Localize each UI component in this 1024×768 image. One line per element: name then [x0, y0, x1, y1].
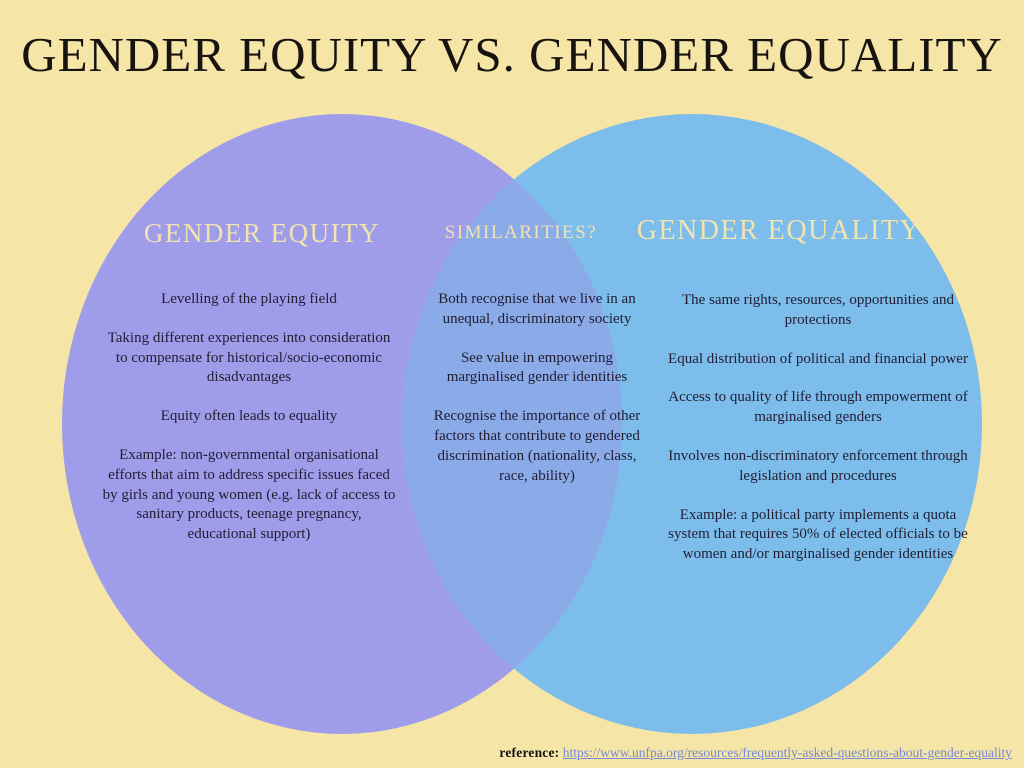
list-item: Example: non-governmental organisational…: [102, 446, 396, 543]
list-item: Access to quality of life through empowe…: [668, 389, 968, 426]
reference: reference: https://www.unfpa.org/resourc…: [499, 745, 1012, 761]
reference-link[interactable]: https://www.unfpa.org/resources/frequent…: [562, 745, 1012, 760]
list-item: Levelling of the playing field: [161, 291, 337, 307]
right-circle-text: The same rights, resources, opportunitie…: [666, 291, 970, 565]
list-item: See value in empowering marginalised gen…: [446, 349, 628, 386]
reference-label: reference:: [499, 745, 560, 760]
list-item: Involves non-discriminatory enforcement …: [668, 447, 968, 484]
list-item: The same rights, resources, opportunitie…: [681, 292, 954, 328]
left-circle-text: Levelling of the playing field Taking di…: [101, 290, 397, 545]
list-item: Taking different experiences into consid…: [107, 329, 391, 386]
similarities-text: Both recognise that we live in an unequa…: [429, 290, 645, 486]
overlap-shape: [402, 114, 622, 734]
left-circle-heading: GENDER EQUITY: [143, 218, 381, 248]
list-item: Equity often leads to equality: [160, 408, 338, 425]
page-title: GENDER EQUITY VS. GENDER EQUALITY: [21, 27, 1003, 82]
list-item: Both recognise that we live in an unequa…: [438, 291, 636, 327]
similarities-heading: SIMILARITIES?: [444, 222, 598, 243]
right-circle-heading: GENDER EQUALITY: [636, 215, 922, 246]
list-item: Equal distribution of political and fina…: [668, 350, 968, 367]
list-item: Example: a political party implements a …: [668, 506, 968, 563]
list-item: Recognise the importance of other factor…: [433, 408, 641, 484]
